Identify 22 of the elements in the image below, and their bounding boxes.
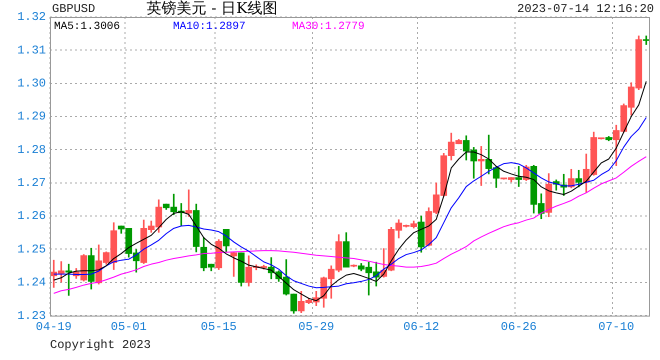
x-tick-label: 05-01 (110, 320, 147, 334)
text: MA10:1.2897 (173, 20, 246, 33)
text: MA30:1.2779 (292, 20, 365, 33)
text: Copyright 2023 (50, 338, 151, 352)
x-tick-label: 06-12 (403, 320, 440, 334)
y-tick-label: 1.26 (17, 209, 46, 224)
y-tick-label: 1.27 (17, 176, 46, 190)
text: GBPUSD (52, 2, 96, 16)
x-tick-label: 05-29 (298, 320, 334, 334)
y-tick-label: 1.32 (17, 10, 46, 24)
y-tick-label: 1.29 (17, 110, 46, 124)
text: 2023-07-14 12:16:20 (517, 2, 654, 16)
y-tick-label: 1.25 (17, 242, 46, 256)
y-tick-label: 1.24 (17, 276, 46, 290)
chart-title: 英镑美元 - 日K线图 (146, 0, 278, 17)
y-tick-label: 1.31 (17, 43, 46, 58)
x-tick-label: 06-26 (500, 320, 537, 334)
text: MA5:1.3006 (54, 20, 120, 33)
x-tick-label: 05-15 (200, 320, 237, 334)
y-tick-label: 1.28 (17, 142, 46, 157)
y-tick-label: 1.30 (17, 76, 46, 91)
x-tick-label: 07-10 (598, 320, 634, 334)
